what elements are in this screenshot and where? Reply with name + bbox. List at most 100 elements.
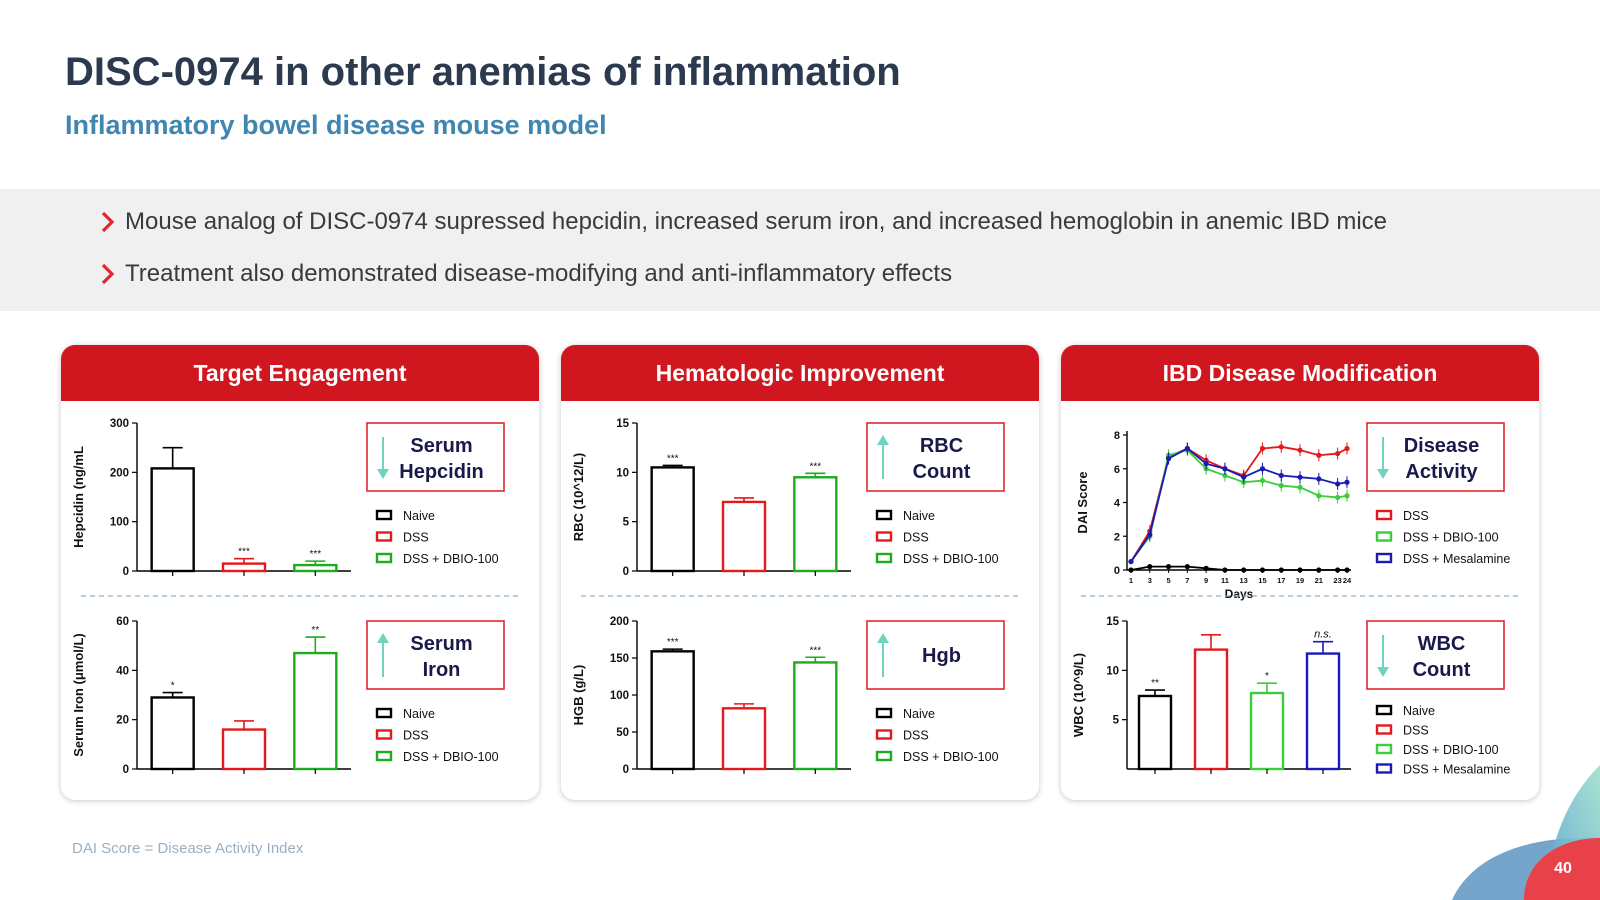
legend-swatch	[375, 531, 393, 542]
y-tick-label: 40	[116, 665, 129, 677]
y-tick-label: 10	[616, 467, 629, 479]
x-tick-label: 23	[1333, 576, 1341, 585]
footnote: DAI Score = Disease Activity Index	[72, 840, 304, 857]
y-tick-label: 2	[1114, 531, 1120, 543]
data-point	[1316, 476, 1322, 482]
y-tick-label: 300	[110, 418, 129, 430]
data-point	[1278, 567, 1284, 573]
y-tick-label: 20	[116, 715, 129, 727]
page-subtitle: Inflammatory bowel disease mouse model	[65, 110, 607, 140]
label-box	[1366, 422, 1505, 492]
legend-swatch	[375, 729, 393, 740]
data-point	[1316, 452, 1322, 458]
legend-label: DSS	[903, 531, 929, 545]
label-box-text: WBC	[1418, 633, 1466, 655]
significance-label: ***	[309, 549, 321, 560]
arrow-down-icon	[377, 469, 389, 479]
data-point	[1297, 447, 1303, 453]
series-line	[1130, 449, 1348, 563]
bar	[1305, 652, 1341, 771]
bar	[650, 466, 695, 573]
y-tick-label: 100	[110, 517, 129, 529]
label-box-text: RBC	[920, 435, 963, 457]
data-point	[1335, 567, 1341, 573]
data-point	[1203, 565, 1209, 571]
data-point	[1203, 461, 1209, 467]
data-point	[1344, 493, 1350, 499]
legend-label: DSS	[403, 729, 429, 743]
x-tick-label: 21	[1315, 576, 1323, 585]
panel-header: Target Engagement	[61, 345, 539, 401]
bullet-item-1: Mouse analog of DISC-0974 supressed hepc…	[95, 208, 1387, 236]
page-number: 40	[1554, 860, 1572, 877]
significance-label: *	[1265, 671, 1269, 682]
label-box-text: Disease	[1404, 435, 1480, 457]
legend-swatch	[1375, 763, 1393, 774]
arrow-down-icon	[1377, 469, 1389, 479]
label-box	[866, 620, 1005, 690]
bar	[721, 707, 767, 771]
x-tick-label: 19	[1296, 576, 1304, 585]
y-tick-label: 0	[623, 566, 629, 578]
y-tick-label: 0	[123, 764, 129, 776]
data-point	[1278, 472, 1284, 479]
bullet-text-1: Mouse analog of DISC-0974 supressed hepc…	[125, 208, 1388, 235]
label-box	[366, 422, 505, 492]
data-point	[1222, 567, 1228, 573]
x-tick-label: 15	[1258, 576, 1266, 585]
data-point	[1147, 564, 1153, 570]
bar	[221, 728, 267, 771]
legend-swatch	[875, 509, 893, 521]
arrow-up-icon	[877, 633, 889, 643]
x-tick-label: 11	[1221, 576, 1229, 585]
y-tick-label: 100	[610, 690, 629, 702]
panel-header: IBD Disease Modification	[1061, 345, 1539, 401]
label-box-text: Count	[913, 461, 971, 483]
panel-ibd-disease-modification: IBD Disease Modification DAI Score 0 2 4 6 8 1…	[1061, 345, 1539, 800]
significance-label: *	[171, 681, 175, 692]
data-point	[1297, 484, 1303, 490]
x-tick-label: 13	[1240, 576, 1248, 585]
y-axis-label: DAI Score	[1075, 471, 1090, 533]
y-tick-label: 15	[1106, 616, 1119, 628]
legend-label: Naive	[403, 707, 435, 721]
data-point	[1316, 567, 1322, 573]
label-box-text: Hgb	[922, 645, 961, 667]
data-point	[1147, 531, 1153, 538]
legend-label: DSS	[903, 729, 929, 743]
legend-label: Naive	[1403, 704, 1435, 718]
arrow-up-icon	[877, 435, 889, 445]
significance-label: ***	[809, 461, 821, 472]
bar	[650, 650, 695, 771]
data-point	[1297, 474, 1303, 480]
x-tick-label: 9	[1204, 576, 1208, 585]
legend-swatch	[375, 552, 393, 564]
data-point	[1241, 474, 1247, 480]
legend-label: DSS	[403, 531, 429, 545]
significance-label: ***	[809, 645, 821, 656]
y-tick-label: 4	[1114, 498, 1121, 510]
data-point	[1128, 558, 1134, 565]
legend-label: DSS + DBIO-100	[403, 552, 499, 566]
data-point	[1259, 477, 1266, 484]
y-tick-label: 0	[623, 764, 629, 776]
data-point	[1259, 466, 1266, 472]
legend-label: DSS	[1403, 724, 1429, 738]
y-tick-label: 60	[116, 616, 129, 628]
y-tick-label: 50	[616, 727, 629, 739]
y-axis-label: Hepcidin (ng/mL	[71, 446, 86, 548]
bar	[150, 467, 195, 573]
data-point	[1335, 494, 1341, 501]
data-point	[1165, 456, 1172, 462]
legend-label: Naive	[403, 509, 435, 523]
significance-label: ***	[667, 453, 679, 464]
legend-swatch	[875, 552, 893, 564]
y-axis-label: HGB (g/L)	[571, 665, 586, 726]
x-tick-label: 3	[1148, 576, 1152, 585]
bar	[1193, 648, 1229, 771]
legend-swatch	[375, 707, 393, 719]
arrow-down-icon	[1377, 667, 1389, 677]
label-box-text: Serum	[410, 633, 472, 655]
